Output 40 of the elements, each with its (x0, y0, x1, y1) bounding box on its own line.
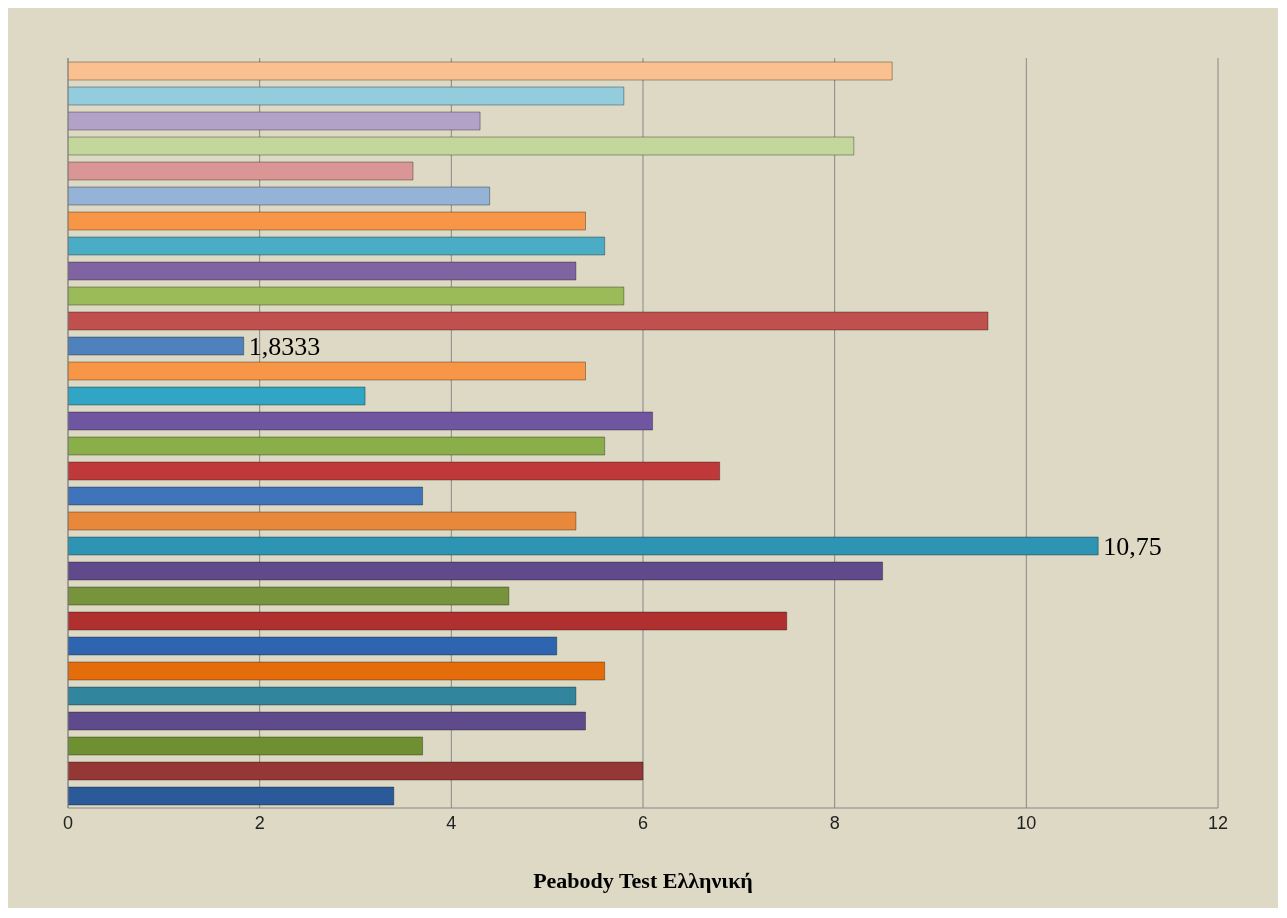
bar (68, 436, 606, 456)
bar (68, 661, 606, 681)
x-tick-label: 10 (1016, 812, 1037, 833)
bar (68, 61, 893, 81)
bar (68, 561, 884, 581)
bar (68, 536, 1099, 556)
x-tick-label: 12 (1207, 812, 1229, 833)
bar (68, 361, 586, 381)
bar (68, 686, 577, 706)
bar (68, 211, 586, 231)
bar (68, 236, 606, 256)
bar (68, 161, 414, 181)
bar (68, 511, 577, 531)
bar (68, 261, 577, 281)
bar (68, 386, 366, 406)
bar (68, 311, 989, 331)
x-tick-label: 8 (829, 812, 840, 833)
x-tick-label: 2 (254, 812, 265, 833)
bar (68, 136, 855, 156)
bar (68, 486, 424, 506)
bar (68, 336, 245, 356)
bar (68, 736, 424, 756)
data-label: 10,75 (1103, 532, 1162, 562)
bar (68, 786, 395, 806)
bar (68, 461, 721, 481)
x-tick-label: 4 (446, 812, 457, 833)
bar (68, 586, 510, 606)
bar (68, 186, 491, 206)
data-label: 1,8333 (248, 332, 321, 362)
bar (68, 286, 625, 306)
bar (68, 611, 788, 631)
x-tick-label: 6 (637, 812, 649, 833)
x-axis-title: Peabody Test Ελληνική (533, 868, 753, 893)
bar (68, 761, 644, 781)
bar (68, 711, 586, 731)
bar (68, 111, 481, 131)
bar (68, 86, 625, 106)
bar (68, 636, 558, 656)
bar (68, 411, 654, 431)
x-tick-label: 0 (62, 812, 74, 833)
